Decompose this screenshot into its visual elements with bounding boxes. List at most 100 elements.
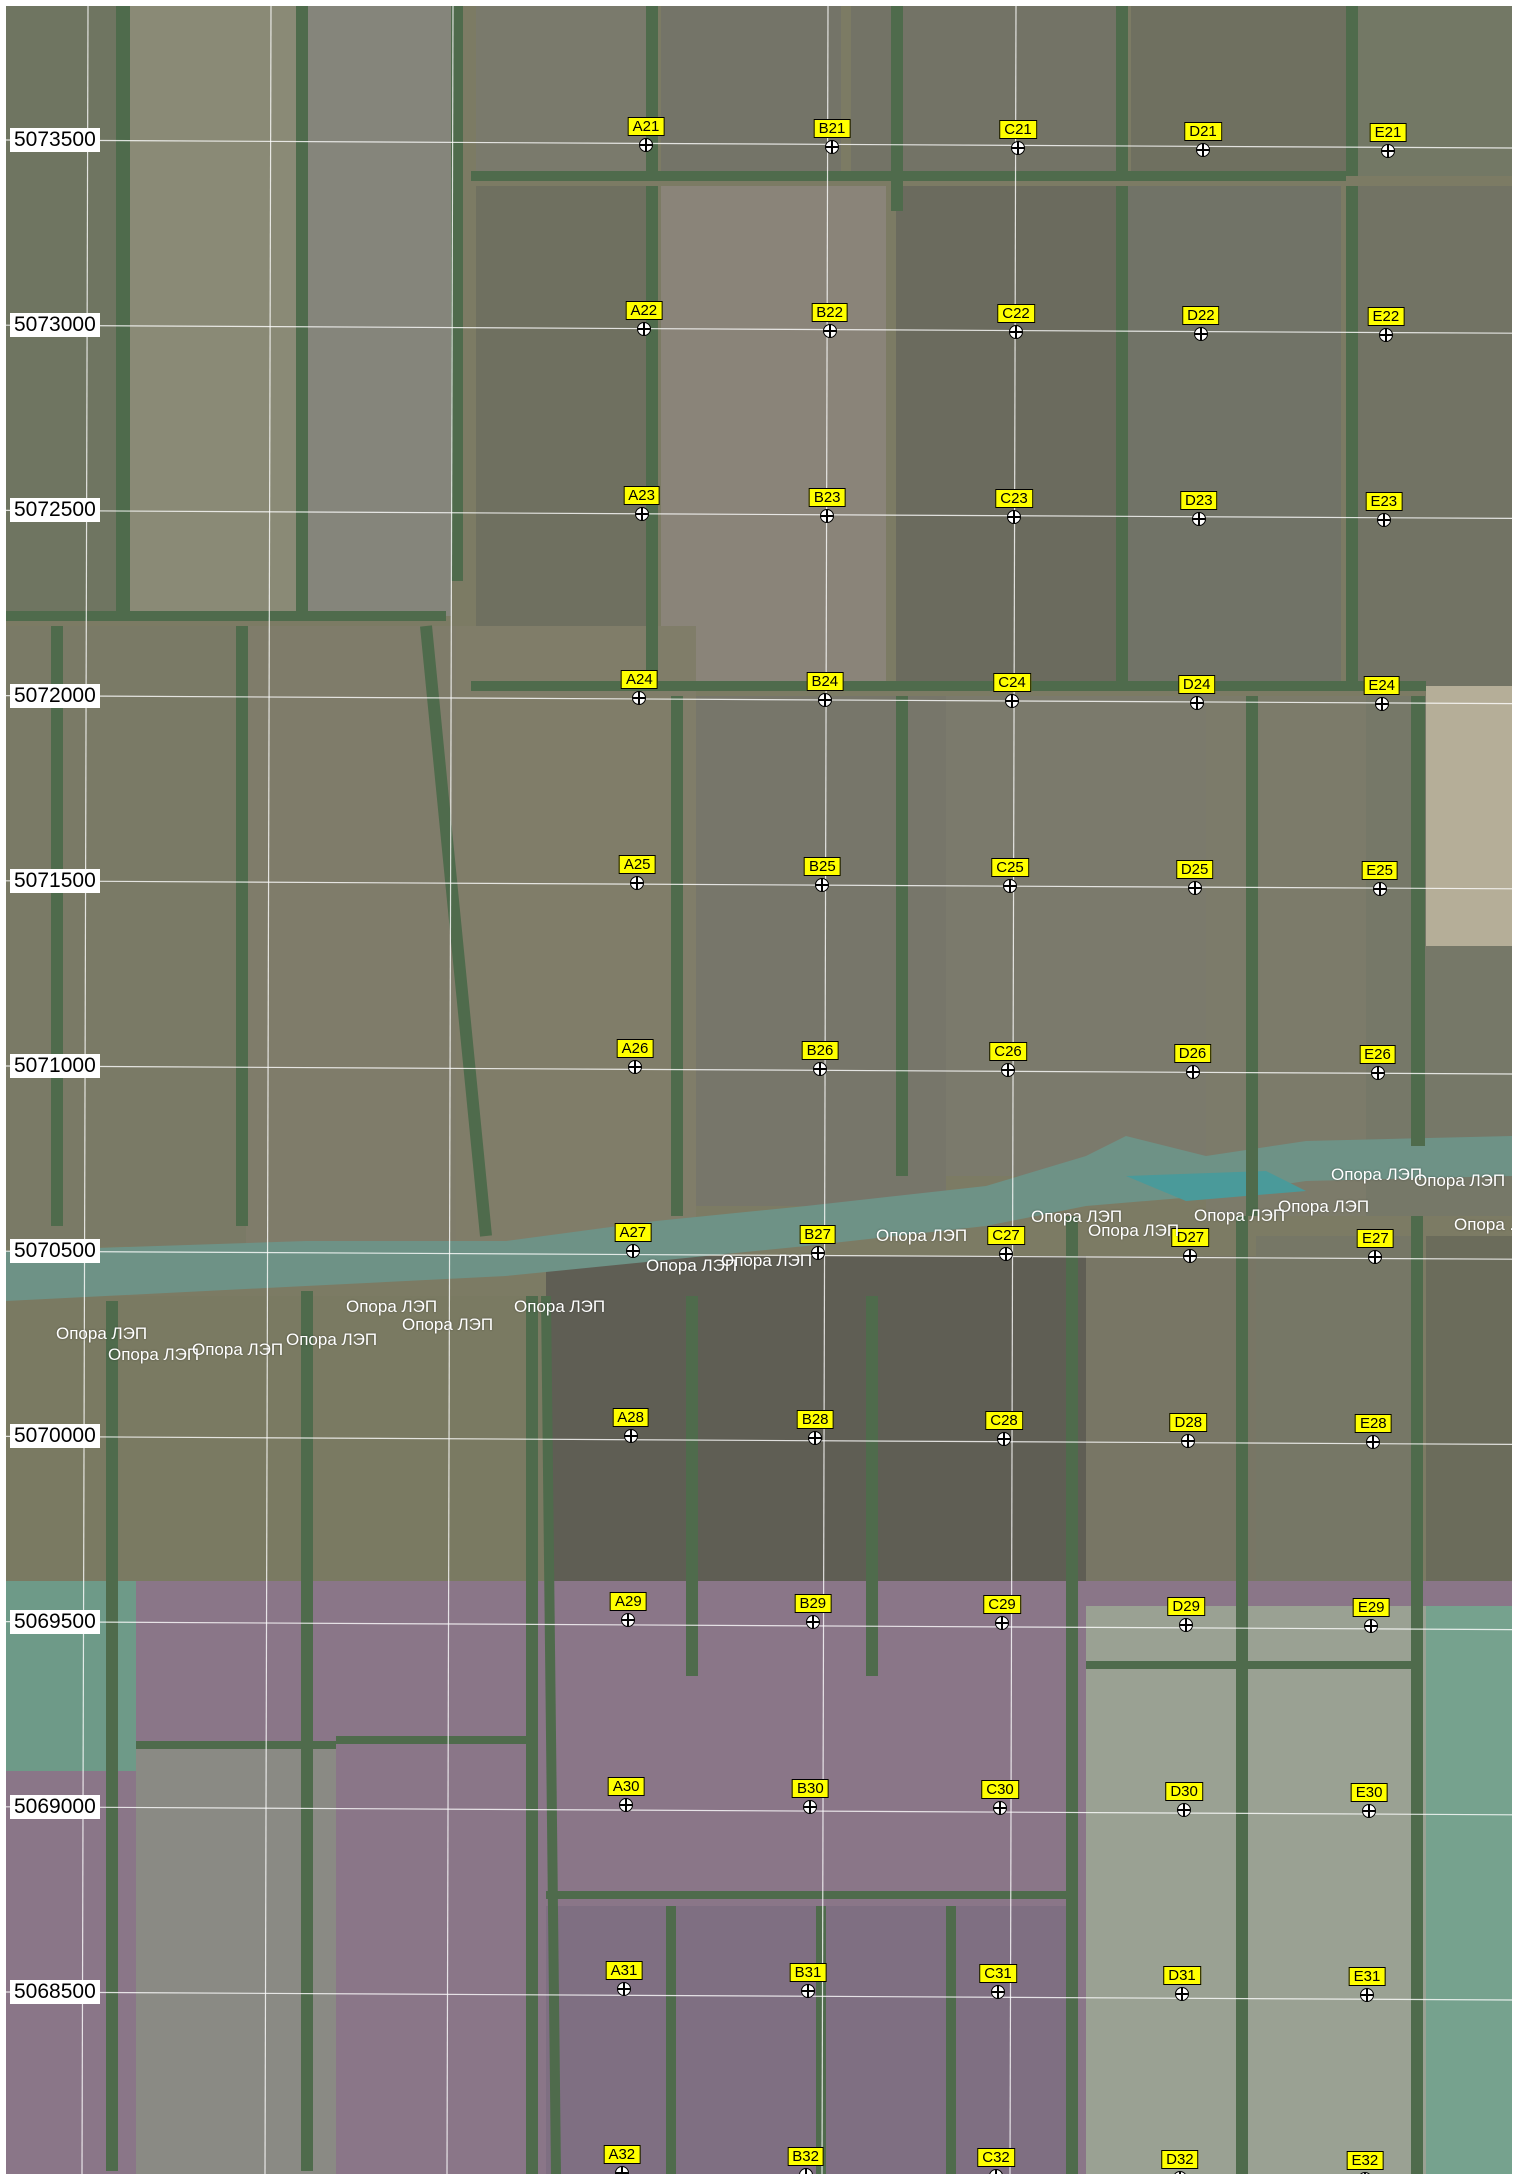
survey-point-marker[interactable] bbox=[617, 1982, 631, 1996]
survey-point-label[interactable]: A22 bbox=[625, 301, 663, 321]
survey-point-marker[interactable] bbox=[1193, 327, 1208, 342]
survey-point-marker[interactable] bbox=[630, 875, 645, 890]
survey-point-label[interactable]: B26 bbox=[801, 1041, 839, 1060]
survey-point-label[interactable]: E21 bbox=[1369, 123, 1407, 142]
survey-point-marker[interactable] bbox=[993, 1800, 1007, 1815]
survey-point-marker[interactable] bbox=[1177, 1802, 1192, 1817]
survey-point-label[interactable]: C21 bbox=[999, 120, 1037, 139]
survey-point-marker[interactable] bbox=[813, 1062, 827, 1076]
survey-point-marker[interactable] bbox=[1001, 1063, 1015, 1077]
survey-point-label[interactable]: C29 bbox=[983, 1595, 1021, 1615]
survey-point-label[interactable]: A30 bbox=[607, 1776, 645, 1796]
survey-point-marker[interactable] bbox=[825, 140, 839, 154]
survey-point-marker[interactable] bbox=[632, 691, 647, 706]
survey-point-marker[interactable] bbox=[1360, 1988, 1374, 2002]
survey-point-label[interactable]: E25 bbox=[1361, 860, 1398, 880]
survey-point-label[interactable]: D29 bbox=[1167, 1597, 1205, 1617]
survey-point-label[interactable]: E27 bbox=[1357, 1229, 1394, 1249]
survey-point-label[interactable]: A23 bbox=[623, 485, 660, 505]
survey-point-marker[interactable] bbox=[1364, 1619, 1379, 1634]
survey-point-label[interactable]: C31 bbox=[979, 1964, 1017, 1983]
survey-point-label[interactable]: B23 bbox=[808, 487, 846, 507]
survey-point-marker[interactable] bbox=[999, 1247, 1013, 1262]
survey-point-label[interactable]: C24 bbox=[993, 673, 1031, 693]
survey-point-marker[interactable] bbox=[1175, 1987, 1189, 2001]
survey-point-marker[interactable] bbox=[801, 1984, 815, 1998]
survey-point-marker[interactable] bbox=[815, 877, 830, 892]
survey-point-marker[interactable] bbox=[817, 693, 832, 708]
survey-point-marker[interactable] bbox=[1372, 881, 1387, 896]
survey-point-label[interactable]: D28 bbox=[1169, 1412, 1208, 1432]
survey-point-marker[interactable] bbox=[1187, 880, 1202, 895]
survey-point-label[interactable]: E32 bbox=[1346, 2151, 1384, 2171]
survey-point-label[interactable]: B25 bbox=[804, 856, 841, 876]
survey-point-marker[interactable] bbox=[1362, 1803, 1377, 1818]
survey-point-marker[interactable] bbox=[1011, 141, 1025, 155]
survey-point-label[interactable]: D26 bbox=[1173, 1044, 1212, 1063]
survey-point-label[interactable]: C27 bbox=[987, 1226, 1025, 1246]
survey-point-marker[interactable] bbox=[822, 324, 837, 339]
survey-point-marker[interactable] bbox=[1378, 328, 1393, 343]
survey-point-label[interactable]: A26 bbox=[616, 1039, 654, 1058]
survey-point-label[interactable]: D22 bbox=[1182, 306, 1220, 326]
survey-point-label[interactable]: C26 bbox=[989, 1042, 1027, 1061]
survey-point-label[interactable]: B24 bbox=[806, 672, 844, 692]
survey-point-marker[interactable] bbox=[1374, 697, 1389, 712]
survey-point-label[interactable]: D31 bbox=[1163, 1966, 1201, 1985]
survey-point-marker[interactable] bbox=[810, 1246, 825, 1261]
survey-point-marker[interactable] bbox=[820, 508, 835, 523]
survey-point-marker[interactable] bbox=[1376, 512, 1391, 527]
survey-point-marker[interactable] bbox=[1005, 694, 1019, 709]
survey-point-label[interactable]: D32 bbox=[1161, 2150, 1199, 2170]
survey-point-marker[interactable] bbox=[1381, 144, 1395, 158]
survey-point-label[interactable]: B27 bbox=[799, 1225, 836, 1245]
survey-point-marker[interactable] bbox=[636, 322, 651, 337]
survey-point-label[interactable]: A27 bbox=[614, 1223, 652, 1243]
survey-point-label[interactable]: B30 bbox=[792, 1778, 829, 1798]
survey-point-label[interactable]: D30 bbox=[1165, 1781, 1203, 1801]
survey-point-label[interactable]: D27 bbox=[1171, 1228, 1210, 1248]
survey-point-marker[interactable] bbox=[1196, 143, 1210, 157]
survey-point-marker[interactable] bbox=[1183, 1249, 1198, 1264]
survey-point-marker[interactable] bbox=[1009, 325, 1023, 340]
survey-point-marker[interactable] bbox=[997, 1431, 1011, 1446]
survey-point-label[interactable]: C32 bbox=[977, 2148, 1015, 2168]
survey-point-label[interactable]: C23 bbox=[995, 488, 1033, 508]
survey-point-marker[interactable] bbox=[1007, 509, 1021, 524]
survey-point-label[interactable]: E23 bbox=[1365, 491, 1403, 511]
survey-point-label[interactable]: A32 bbox=[603, 2145, 641, 2165]
survey-point-marker[interactable] bbox=[1370, 1066, 1385, 1080]
survey-point-marker[interactable] bbox=[1366, 1434, 1381, 1449]
survey-point-label[interactable]: C22 bbox=[997, 304, 1035, 324]
survey-point-marker[interactable] bbox=[628, 1060, 642, 1074]
survey-point-marker[interactable] bbox=[1368, 1250, 1383, 1265]
survey-point-label[interactable]: E30 bbox=[1350, 1782, 1388, 1802]
survey-point-marker[interactable] bbox=[639, 138, 653, 152]
survey-point-label[interactable]: C28 bbox=[985, 1410, 1023, 1430]
satellite-map[interactable]: 5073500 5073000 5072500 5072000 5071500 50710… bbox=[6, 6, 1512, 2174]
survey-point-label[interactable]: E26 bbox=[1359, 1045, 1396, 1064]
survey-point-marker[interactable] bbox=[1191, 511, 1206, 526]
survey-point-label[interactable]: A21 bbox=[627, 117, 665, 136]
survey-point-label[interactable]: E29 bbox=[1352, 1598, 1390, 1618]
survey-point-marker[interactable] bbox=[623, 1428, 638, 1443]
survey-point-marker[interactable] bbox=[614, 2166, 629, 2174]
survey-point-marker[interactable] bbox=[625, 1244, 640, 1259]
survey-point-label[interactable]: A29 bbox=[610, 1592, 647, 1612]
survey-point-marker[interactable] bbox=[1003, 878, 1017, 893]
survey-point-label[interactable]: D23 bbox=[1180, 490, 1218, 510]
survey-point-label[interactable]: E28 bbox=[1354, 1413, 1392, 1433]
survey-point-label[interactable]: A24 bbox=[621, 670, 658, 690]
survey-point-label[interactable]: E31 bbox=[1348, 1967, 1386, 1986]
survey-point-marker[interactable] bbox=[1189, 696, 1204, 711]
survey-point-label[interactable]: E22 bbox=[1367, 307, 1405, 327]
survey-point-marker[interactable] bbox=[619, 1797, 634, 1812]
survey-point-label[interactable]: B21 bbox=[813, 119, 851, 138]
survey-point-marker[interactable] bbox=[803, 1799, 818, 1814]
survey-point-marker[interactable] bbox=[808, 1430, 823, 1445]
survey-point-label[interactable]: A25 bbox=[618, 854, 656, 874]
survey-point-label[interactable]: B29 bbox=[794, 1594, 832, 1614]
survey-point-marker[interactable] bbox=[805, 1615, 820, 1630]
survey-point-marker[interactable] bbox=[621, 1613, 636, 1628]
survey-point-marker[interactable] bbox=[1181, 1433, 1196, 1448]
